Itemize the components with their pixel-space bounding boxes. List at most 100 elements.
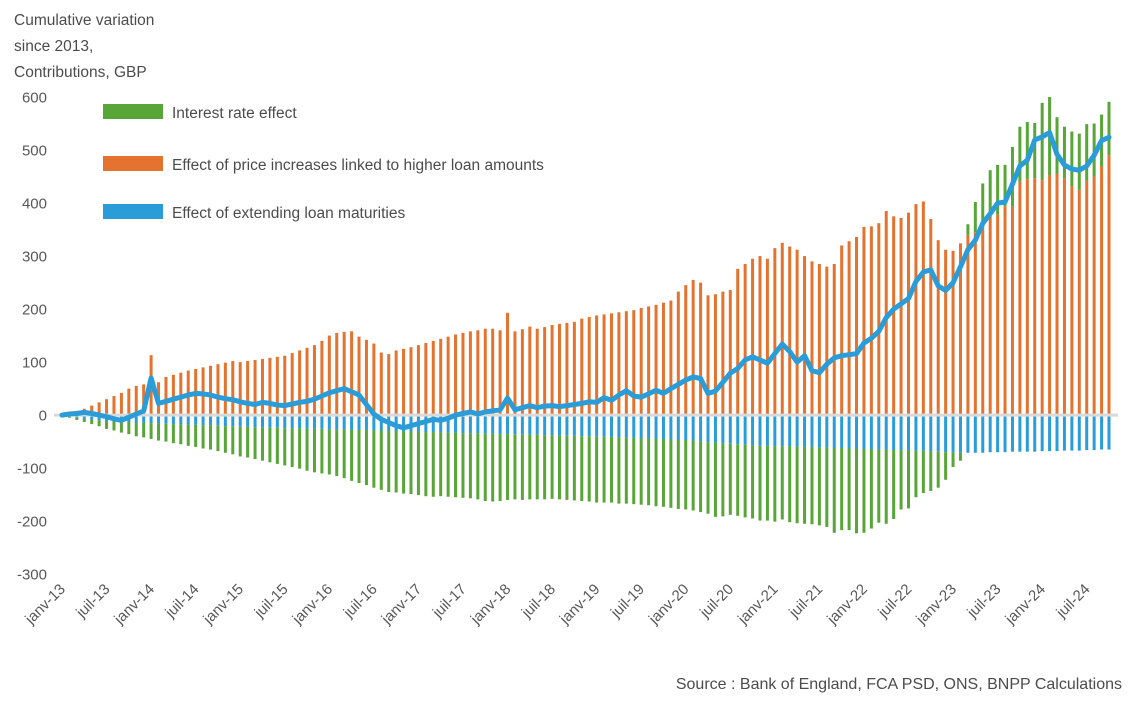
price-bar	[431, 340, 435, 416]
maturity-bar	[194, 415, 198, 425]
chart-title-line-2: since 2013,	[14, 38, 94, 55]
price-bar	[914, 204, 918, 416]
rate-bar	[275, 427, 279, 464]
maturity-bar	[298, 415, 302, 429]
rate-bar	[231, 426, 235, 455]
rate-bar	[1010, 146, 1014, 207]
price-bar	[684, 285, 688, 416]
maturity-bar	[840, 415, 844, 448]
x-tick-label: janv-14	[110, 581, 158, 629]
rate-bar	[795, 446, 799, 524]
maturity-bar	[275, 415, 279, 428]
rate-bar	[780, 446, 784, 520]
price-bar	[379, 352, 383, 416]
rate-bar	[528, 434, 532, 500]
maturity-bar	[342, 415, 346, 430]
price-bar	[892, 216, 896, 416]
rate-bar	[654, 438, 658, 507]
rate-bar	[194, 424, 198, 447]
maturity-bar	[966, 415, 970, 453]
maturity-bar	[209, 415, 213, 426]
rate-bar	[491, 433, 495, 502]
price-bar	[520, 329, 524, 416]
rate-bar	[171, 424, 175, 444]
rate-bar	[855, 448, 859, 534]
price-bar	[268, 357, 272, 416]
maturity-bar	[179, 415, 183, 425]
price-bar	[1025, 179, 1029, 416]
price-bar	[209, 365, 213, 416]
maturity-bar	[379, 415, 383, 431]
price-bar	[669, 300, 673, 416]
y-tick-label: 400	[22, 196, 47, 213]
rate-bar	[951, 452, 955, 468]
rate-bar	[134, 422, 138, 437]
price-bar	[238, 362, 242, 416]
maturity-bar	[186, 415, 190, 425]
maturity-bar	[164, 415, 168, 424]
price-bar	[654, 304, 658, 416]
price-bar	[788, 246, 792, 416]
price-bar	[498, 330, 502, 416]
rate-bar	[416, 431, 420, 496]
price-bar	[283, 355, 287, 416]
rate-bar	[105, 421, 109, 429]
price-bar	[1077, 189, 1081, 416]
x-tick-label: janv-13	[21, 581, 69, 629]
price-bar	[751, 258, 755, 416]
rate-bar	[921, 450, 925, 494]
rate-bar	[765, 445, 769, 521]
rate-bar	[119, 421, 123, 433]
rate-bar	[550, 435, 554, 499]
maturity-bar	[1040, 415, 1044, 452]
price-bar	[929, 218, 933, 416]
rate-bar	[67, 416, 71, 418]
price-bar	[97, 402, 101, 416]
maturity-bar	[201, 415, 205, 426]
price-bar	[944, 249, 948, 416]
rate-bar	[907, 450, 911, 509]
maturity-bar	[253, 415, 257, 428]
rate-bar	[624, 437, 628, 504]
maturity-bar	[320, 415, 324, 429]
maturity-bar	[1062, 415, 1066, 451]
price-bar	[439, 338, 443, 416]
maturity-bar	[810, 415, 814, 447]
rate-bar	[958, 452, 962, 461]
price-bar	[127, 388, 131, 416]
bars-group	[60, 97, 1111, 534]
rate-bar	[1040, 102, 1044, 181]
price-bar	[134, 385, 138, 416]
maturity-bar	[350, 415, 354, 430]
maturity-bar	[238, 415, 242, 427]
rate-bar	[246, 426, 250, 458]
maturity-bar	[669, 415, 673, 440]
maturity-bar	[684, 415, 688, 441]
maturity-bar	[1055, 415, 1059, 452]
rate-bar	[632, 437, 636, 505]
rate-bar	[1077, 133, 1081, 190]
maturity-bar	[661, 415, 665, 439]
rate-bar	[290, 428, 294, 468]
rate-bar	[424, 432, 428, 497]
x-tick-label: juil-14	[161, 581, 202, 622]
price-bar	[327, 335, 331, 416]
price-bar	[765, 258, 769, 416]
maturity-bar	[335, 415, 339, 430]
rate-bar	[320, 428, 324, 474]
rate-bar	[372, 430, 376, 488]
rate-bar	[268, 427, 272, 463]
price-bar	[632, 310, 636, 416]
rate-bar	[1018, 126, 1022, 182]
maturity-bar	[803, 415, 807, 447]
maturity-bar	[1077, 415, 1081, 451]
maturity-bar	[587, 415, 591, 437]
maturity-effect-swatch-icon	[103, 204, 163, 219]
maturity-bar	[231, 415, 235, 427]
x-tick-label: juil-13	[72, 581, 113, 622]
rate-bar	[543, 435, 547, 500]
price-bar	[119, 392, 123, 416]
maturity-bar	[513, 415, 517, 435]
maturity-bar	[788, 415, 792, 447]
